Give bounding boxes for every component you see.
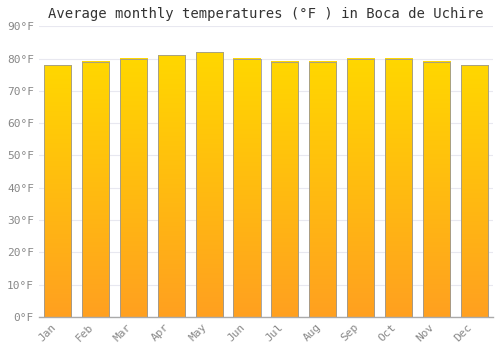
Bar	[234, 58, 260, 317]
Bar	[422, 62, 450, 317]
Bar	[385, 58, 412, 317]
Bar	[347, 58, 374, 317]
Bar	[271, 62, 298, 317]
Bar	[309, 62, 336, 317]
Bar	[158, 55, 185, 317]
Bar	[44, 65, 72, 317]
Bar	[120, 58, 147, 317]
Bar	[196, 52, 223, 317]
Bar	[82, 62, 109, 317]
Bar	[460, 65, 488, 317]
Title: Average monthly temperatures (°F ) in Boca de Uchire: Average monthly temperatures (°F ) in Bo…	[48, 7, 484, 21]
